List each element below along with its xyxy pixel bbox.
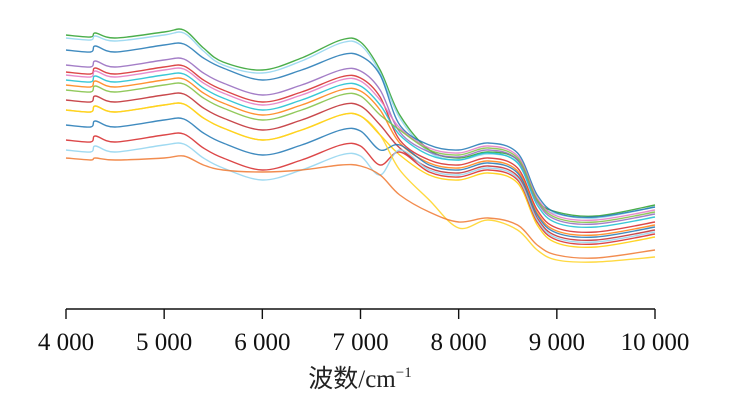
- x-tick-label: 4 000: [38, 329, 94, 356]
- spectrum-line-s6: [65, 67, 656, 222]
- x-axis-title-main: 波数/cm: [308, 365, 396, 393]
- x-axis: 4 000 5 000 6 000 7 000 8 000 9 000 10 000: [38, 308, 690, 356]
- x-tick-label: 6 000: [234, 329, 290, 356]
- spectrum-line-s2: [65, 31, 656, 219]
- spectrum-line-s5: [65, 64, 656, 234]
- spectrum-line-s10: [65, 92, 656, 242]
- spectrum-line-s14: [65, 142, 656, 244]
- x-tick-label: 5 000: [136, 329, 192, 356]
- spectrum-line-s8: [65, 77, 656, 237]
- x-axis-title-sup: −1: [396, 365, 412, 381]
- spectrum-line-s3: [65, 42, 656, 219]
- x-tick-label: 7 000: [332, 329, 388, 356]
- spectrum-line-s16: [65, 155, 656, 259]
- spectrum-line-s9: [65, 82, 656, 224]
- x-tick-label: 10 000: [621, 329, 690, 356]
- spectrum-line-s7: [65, 72, 656, 229]
- spectrum-line-s1: [65, 28, 656, 217]
- spectrum-line-s13: [65, 132, 656, 246]
- x-tick-label: 9 000: [529, 329, 585, 356]
- spectra-lines: [65, 28, 656, 263]
- x-tick-label: 8 000: [431, 329, 487, 356]
- spectrum-line-s15: [65, 102, 656, 263]
- spectrum-line-s12: [65, 117, 656, 239]
- spectrum-line-s4: [65, 57, 656, 226]
- x-axis-title: 波数/cm−1: [308, 365, 411, 393]
